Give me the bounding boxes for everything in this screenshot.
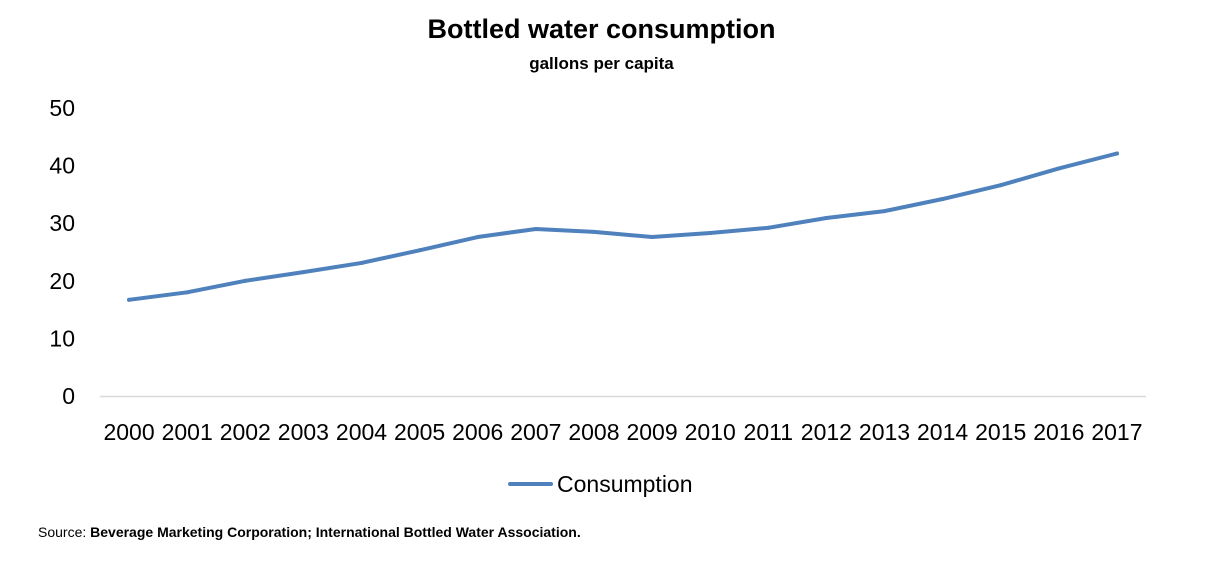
data-point	[243, 278, 248, 283]
y-tick-label: 40	[49, 153, 75, 179]
data-point	[882, 209, 887, 214]
data-point	[301, 270, 306, 275]
x-tick-label: 2009	[626, 419, 677, 445]
data-point	[1056, 166, 1061, 171]
data-point	[766, 225, 771, 230]
y-tick-label: 30	[49, 210, 75, 236]
y-tick-label: 50	[49, 95, 75, 121]
data-point	[185, 290, 190, 295]
x-tick-label: 2004	[336, 419, 387, 445]
data-point	[998, 183, 1003, 188]
x-tick-label: 2014	[917, 419, 968, 445]
x-tick-label: 2002	[220, 419, 271, 445]
x-tick-label: 2005	[394, 419, 445, 445]
data-point	[127, 297, 132, 302]
x-tick-label: 2015	[975, 419, 1026, 445]
x-axis-ticks: 2000 2001 2002 2003 2004 2005 2006 2007 2008 2009…	[103, 419, 1142, 445]
data-point	[591, 229, 596, 234]
x-tick-label: 2008	[568, 419, 619, 445]
y-axis-ticks: 0 10 20 30 40 50	[49, 95, 75, 409]
data-point	[533, 226, 538, 231]
x-tick-label: 2003	[278, 419, 329, 445]
data-point	[824, 216, 829, 221]
x-tick-label: 2001	[162, 419, 213, 445]
source-prefix: Source:	[38, 524, 87, 540]
series-line-consumption	[127, 151, 1119, 302]
x-tick-label: 2017	[1091, 419, 1142, 445]
x-tick-label: 2013	[859, 419, 910, 445]
source-text: Beverage Marketing Corporation; Internat…	[90, 524, 581, 540]
x-tick-label: 2006	[452, 419, 503, 445]
source-note: Source: Beverage Marketing Corporation; …	[38, 524, 581, 540]
x-tick-label: 2010	[685, 419, 736, 445]
chart-subtitle: gallons per capita	[529, 54, 674, 73]
chart-title: Bottled water consumption	[427, 14, 776, 44]
legend: Consumption	[508, 471, 693, 497]
data-point	[708, 230, 713, 235]
x-tick-label: 2011	[744, 419, 793, 445]
data-point	[359, 260, 364, 265]
x-tick-label: 2000	[103, 419, 154, 445]
data-point	[475, 235, 480, 240]
y-tick-label: 0	[62, 383, 75, 409]
x-tick-label: 2016	[1033, 419, 1084, 445]
data-point	[650, 235, 655, 240]
x-tick-label: 2007	[510, 419, 561, 445]
y-tick-label: 10	[49, 325, 75, 351]
data-point	[940, 197, 945, 202]
legend-label-consumption: Consumption	[557, 471, 693, 497]
y-tick-label: 20	[49, 268, 75, 294]
series-group	[127, 151, 1119, 302]
data-point	[1114, 151, 1119, 156]
x-tick-label: 2012	[801, 419, 852, 445]
data-point	[417, 248, 422, 253]
